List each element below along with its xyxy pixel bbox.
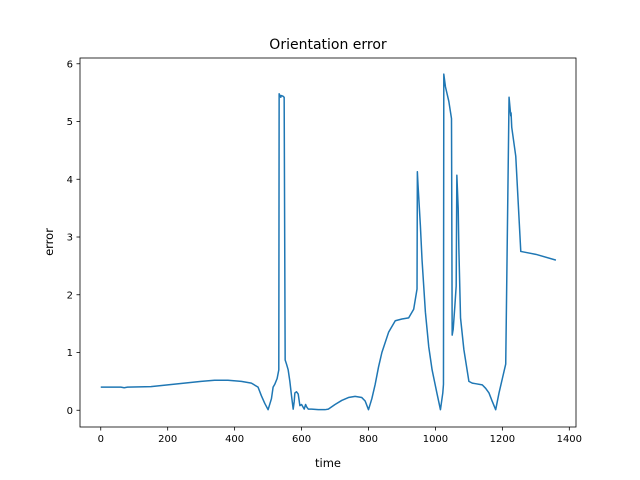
chart-title: Orientation error: [269, 37, 387, 53]
x-tick-label-1000: 1000: [423, 434, 448, 445]
plot-area: 0 200 400 600 800 1000 1200 1400 0 1 2 3 4 5 6: [67, 57, 582, 445]
axes-frame: [79, 57, 577, 428]
y-tick-label-5: 5: [67, 117, 73, 128]
x-tick-label-1400: 1400: [557, 434, 582, 445]
x-tick-label-0: 0: [98, 434, 104, 445]
y-tick-label-6: 6: [67, 59, 73, 70]
y-tick-label-3: 3: [67, 233, 73, 244]
x-tick-label-1200: 1200: [490, 434, 515, 445]
x-tick-label-200: 200: [158, 434, 177, 445]
y-tick-label-0: 0: [67, 406, 73, 417]
x-tick-label-800: 800: [359, 434, 378, 445]
y-axis-label: error: [42, 228, 56, 256]
x-tick-label-600: 600: [292, 434, 311, 445]
x-axis-label: time: [315, 456, 341, 470]
x-tick-label-400: 400: [225, 434, 244, 445]
y-tick-label-2: 2: [67, 290, 73, 301]
series-line-0: [100, 73, 557, 411]
y-tick-label-4: 4: [67, 175, 73, 186]
y-tick-label-1: 1: [67, 348, 73, 359]
